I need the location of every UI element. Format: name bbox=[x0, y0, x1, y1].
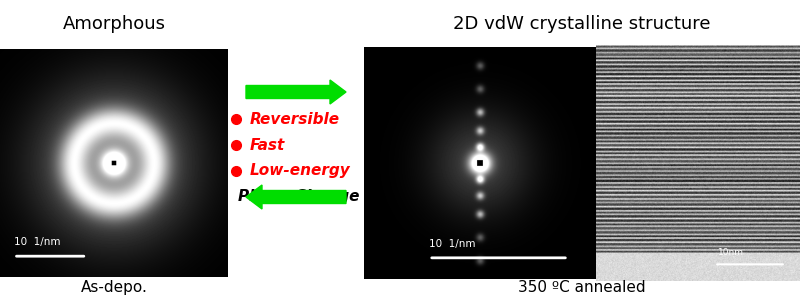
Text: As-depo.: As-depo. bbox=[81, 280, 147, 295]
Text: Reversible: Reversible bbox=[250, 111, 340, 126]
FancyArrow shape bbox=[246, 80, 346, 104]
Text: 350 ºC annealed: 350 ºC annealed bbox=[518, 280, 646, 295]
Text: Fast: Fast bbox=[250, 138, 286, 153]
Text: 10  1/nm: 10 1/nm bbox=[14, 237, 60, 247]
Text: 10  1/nm: 10 1/nm bbox=[429, 239, 475, 249]
Text: Phase Change: Phase Change bbox=[238, 189, 359, 204]
Text: Low-energy: Low-energy bbox=[250, 164, 350, 178]
Text: 2D vdW crystalline structure: 2D vdW crystalline structure bbox=[454, 15, 710, 33]
Text: Amorphous: Amorphous bbox=[62, 15, 166, 33]
Text: 10nm: 10nm bbox=[718, 248, 744, 257]
FancyArrow shape bbox=[246, 185, 346, 209]
